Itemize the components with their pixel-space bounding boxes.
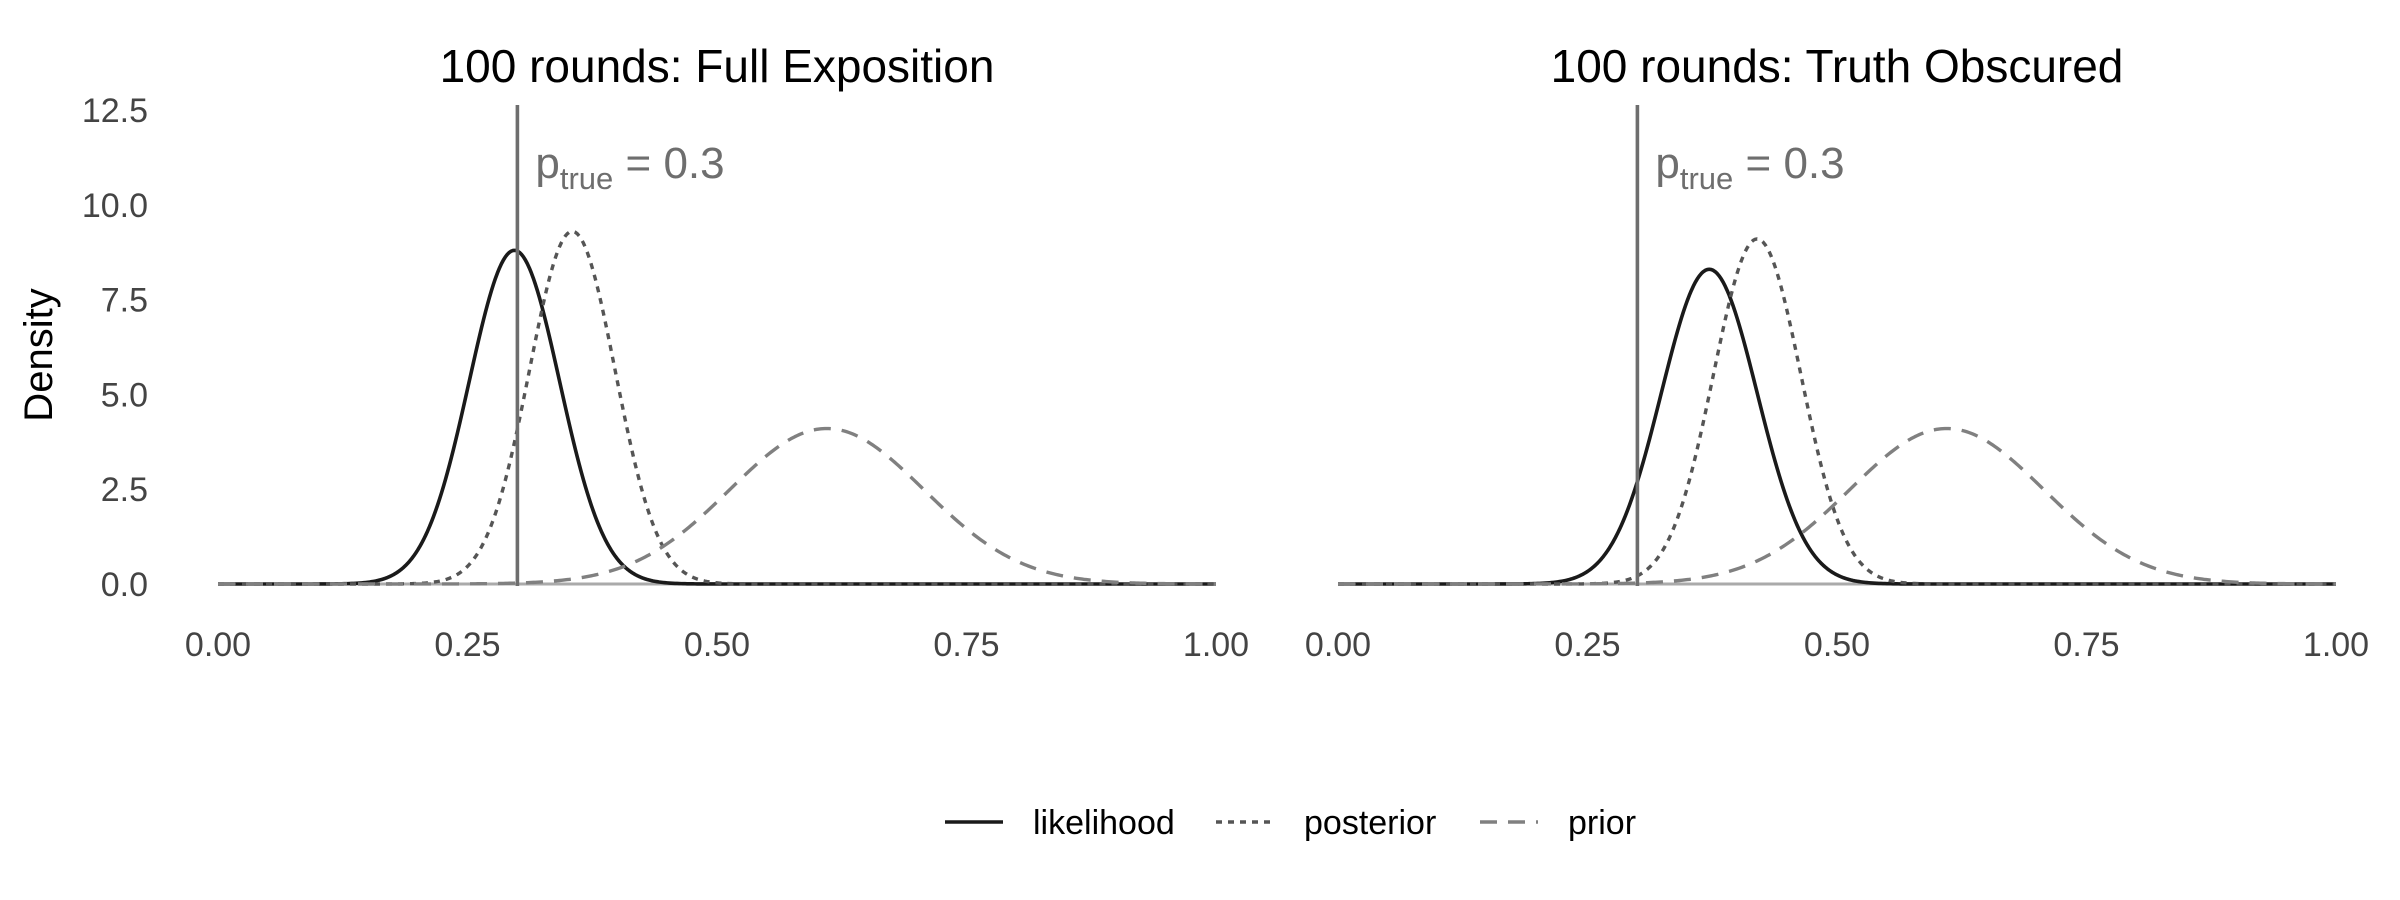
annotation-symbol: p [1655,139,1679,188]
legend: likelihood posterior prior [945,804,1636,842]
y-tick-label: 5.0 [101,376,148,414]
annotation-symbol: p [535,139,559,188]
x-tick-label: 0.75 [933,626,999,664]
annotation-value: = 0.3 [1733,139,1844,188]
panels: 100 rounds: Full Exposition 0.00 0.25 0.50 0… [82,40,2369,664]
panel-title: 100 rounds: Truth Obscured [1551,40,2124,92]
truth-annotation: ptrue = 0.3 [1655,139,1844,196]
series-prior-line [1338,426,2336,586]
truth-annotation: ptrue = 0.3 [535,139,724,196]
legend-item-likelihood: likelihood [945,804,1175,842]
x-tick-label: 0.25 [1554,626,1620,664]
x-tick-label: 1.00 [1183,626,1249,664]
y-tick-label: 2.5 [101,471,148,509]
y-tick-label: 7.5 [101,282,148,320]
x-tick-label: 0.50 [1804,626,1870,664]
series-likelihood-line [1338,267,2336,586]
x-tick-label: 0.50 [684,626,750,664]
panel-2: 100 rounds: Truth Obscured 0.00 0.25 0.50 0.… [1305,40,2369,664]
annotation-subscript: true [560,161,613,196]
legend-label: posterior [1304,804,1436,842]
legend-item-posterior: posterior [1216,804,1436,842]
x-tick-label: 0.00 [1305,626,1371,664]
series-prior-line [218,426,1216,586]
annotation-value: = 0.3 [613,139,724,188]
series-likelihood-line [218,248,1216,586]
y-tick-label: 10.0 [82,187,148,225]
series-posterior-line [1338,237,2336,586]
annotation-subscript: true [1680,161,1733,196]
x-tick-label: 0.00 [185,626,251,664]
x-tick-label: 1.00 [2303,626,2369,664]
panel-1: 100 rounds: Full Exposition 0.00 0.25 0.50 0… [82,40,1249,664]
x-tick-label: 0.75 [2053,626,2119,664]
legend-item-prior: prior [1480,804,1636,842]
series-posterior-line [218,229,1216,586]
y-tick-label: 0.0 [101,566,148,604]
x-tick-label: 0.25 [434,626,500,664]
panel-title: 100 rounds: Full Exposition [440,40,995,92]
y-tick-label: 12.5 [82,92,148,130]
legend-label: likelihood [1033,804,1175,842]
legend-label: prior [1568,804,1636,842]
y-axis-label: Density [17,288,61,421]
